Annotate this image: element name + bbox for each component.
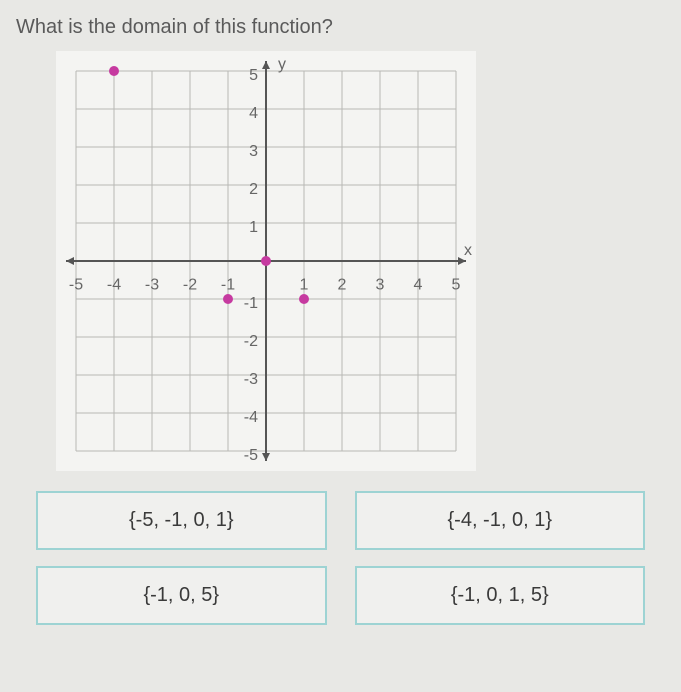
svg-text:-4: -4: [107, 276, 121, 293]
svg-text:-1: -1: [244, 295, 258, 312]
svg-text:5: 5: [452, 276, 461, 293]
svg-text:4: 4: [249, 105, 258, 122]
svg-text:-5: -5: [69, 276, 83, 293]
svg-text:-2: -2: [244, 333, 258, 350]
option-c[interactable]: {-1, 0, 5}: [36, 566, 327, 625]
svg-text:2: 2: [249, 181, 258, 198]
svg-text:-2: -2: [183, 276, 197, 293]
function-graph: -5 -4 -3 -2 -1 1 2 3 4 5 1 2 3 4 5 -1 -2 -3 -4 -5 y x: [56, 51, 476, 471]
svg-text:1: 1: [300, 276, 309, 293]
svg-text:-4: -4: [244, 409, 258, 426]
svg-text:2: 2: [338, 276, 347, 293]
svg-text:-3: -3: [145, 276, 159, 293]
option-d[interactable]: {-1, 0, 1, 5}: [355, 566, 646, 625]
svg-text:4: 4: [414, 276, 423, 293]
svg-text:y: y: [278, 56, 286, 73]
svg-text:-3: -3: [244, 371, 258, 388]
svg-text:3: 3: [249, 143, 258, 160]
svg-text:1: 1: [249, 219, 258, 236]
answer-options: {-5, -1, 0, 1} {-4, -1, 0, 1} {-1, 0, 5}…: [36, 491, 645, 625]
option-a[interactable]: {-5, -1, 0, 1}: [36, 491, 327, 550]
svg-text:-5: -5: [244, 447, 258, 464]
svg-text:-1: -1: [221, 276, 235, 293]
svg-text:x: x: [464, 242, 472, 259]
option-b[interactable]: {-4, -1, 0, 1}: [355, 491, 646, 550]
svg-text:5: 5: [249, 67, 258, 84]
svg-text:3: 3: [376, 276, 385, 293]
question-text: What is the domain of this function?: [16, 16, 665, 39]
